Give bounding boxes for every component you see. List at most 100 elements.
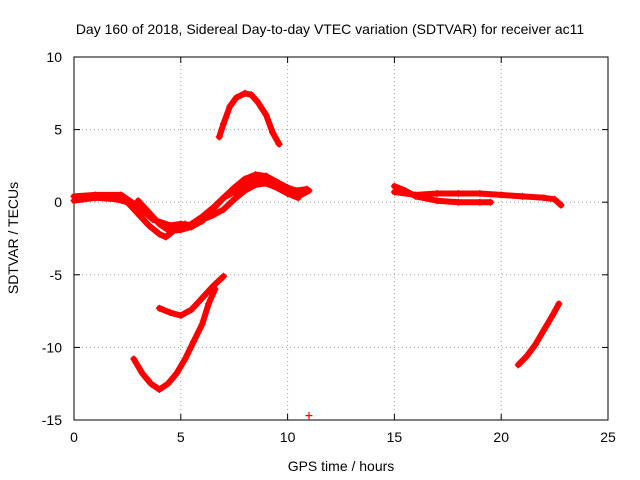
data-point bbox=[531, 340, 539, 348]
series-track-9 bbox=[390, 188, 565, 209]
data-point bbox=[519, 192, 527, 200]
y-tick-label: -10 bbox=[42, 339, 62, 355]
chart-title: Day 160 of 2018, Sidereal Day-to-day VTE… bbox=[76, 21, 585, 37]
y-tick-label: -15 bbox=[42, 412, 62, 428]
y-tick-labels: 10 5 0 -5 -10 -15 bbox=[42, 49, 62, 428]
data-point bbox=[476, 189, 484, 197]
data-point bbox=[487, 198, 495, 206]
data-point bbox=[134, 197, 142, 205]
series-point-1 bbox=[305, 412, 313, 420]
y-tick-label: -5 bbox=[50, 267, 63, 283]
data-point bbox=[275, 181, 283, 189]
data-point bbox=[220, 205, 228, 213]
data-point bbox=[284, 189, 292, 197]
data-point bbox=[220, 194, 228, 202]
data-point bbox=[540, 194, 548, 202]
data-point bbox=[155, 220, 163, 228]
data-point bbox=[155, 386, 163, 394]
series-line bbox=[391, 189, 564, 209]
data-point bbox=[211, 285, 219, 293]
series-line bbox=[130, 286, 218, 393]
data-point bbox=[166, 309, 174, 317]
data-point bbox=[305, 412, 313, 420]
x-axis-label: GPS time / hours bbox=[288, 458, 395, 474]
data-point bbox=[138, 370, 146, 378]
data-point bbox=[269, 129, 277, 137]
data-point bbox=[220, 120, 228, 128]
data-point bbox=[476, 198, 484, 206]
data-point bbox=[187, 220, 195, 228]
series-track-6 bbox=[155, 272, 228, 319]
data-point bbox=[305, 187, 313, 195]
data-point bbox=[252, 176, 260, 184]
data-point bbox=[173, 370, 181, 378]
data-point bbox=[230, 195, 238, 203]
y-tick-label: 0 bbox=[54, 194, 62, 210]
data-series bbox=[70, 89, 565, 420]
series-line bbox=[188, 174, 302, 227]
data-point bbox=[177, 226, 185, 234]
data-point bbox=[187, 306, 195, 314]
data-point bbox=[130, 355, 138, 363]
series-line bbox=[216, 90, 283, 148]
x-tick-label: 5 bbox=[177, 429, 185, 445]
data-point bbox=[514, 361, 522, 369]
data-point bbox=[497, 191, 505, 199]
data-point bbox=[412, 191, 420, 199]
data-point bbox=[198, 294, 206, 302]
series-line bbox=[515, 300, 562, 368]
data-point bbox=[241, 89, 249, 97]
data-point bbox=[433, 197, 441, 205]
data-point bbox=[548, 311, 556, 319]
data-point bbox=[230, 188, 238, 196]
data-point bbox=[181, 355, 189, 363]
data-point bbox=[557, 201, 565, 209]
data-point bbox=[262, 111, 270, 119]
data-point bbox=[241, 181, 249, 189]
plot-frame bbox=[73, 56, 609, 421]
data-point bbox=[551, 195, 559, 203]
data-point bbox=[162, 233, 170, 241]
y-tick-label: 10 bbox=[46, 49, 62, 65]
data-point bbox=[232, 94, 240, 102]
y-tick-label: 5 bbox=[54, 122, 62, 138]
x-tick-label: 15 bbox=[387, 429, 403, 445]
series-track-7 bbox=[130, 285, 219, 394]
x-tick-label: 25 bbox=[600, 429, 616, 445]
data-point bbox=[147, 380, 155, 388]
data-point bbox=[155, 230, 163, 238]
data-point bbox=[226, 102, 234, 110]
data-point bbox=[262, 174, 270, 182]
data-point bbox=[454, 198, 462, 206]
series-track-5 bbox=[215, 89, 283, 148]
data-point bbox=[145, 208, 153, 216]
data-point bbox=[390, 188, 398, 196]
grid bbox=[74, 57, 608, 420]
data-point bbox=[145, 221, 153, 229]
data-point bbox=[540, 326, 548, 334]
data-point bbox=[155, 304, 163, 312]
data-point bbox=[220, 272, 228, 280]
data-point bbox=[70, 192, 78, 200]
data-point bbox=[269, 176, 277, 184]
data-point bbox=[91, 191, 99, 199]
data-point bbox=[247, 91, 255, 99]
data-point bbox=[164, 380, 172, 388]
data-point bbox=[205, 300, 213, 308]
data-point bbox=[215, 133, 223, 141]
data-point bbox=[254, 98, 262, 106]
data-point bbox=[275, 140, 283, 148]
x-tick-label: 10 bbox=[280, 429, 296, 445]
y-axis-label: SDTVAR / TECUs bbox=[5, 182, 21, 294]
x-tick-label: 20 bbox=[493, 429, 509, 445]
data-point bbox=[177, 311, 185, 319]
data-point bbox=[198, 213, 206, 221]
data-point bbox=[198, 320, 206, 328]
data-point bbox=[134, 210, 142, 218]
data-point bbox=[555, 300, 563, 308]
axis-ticks bbox=[73, 56, 609, 421]
series-track-10 bbox=[514, 300, 563, 369]
data-point bbox=[294, 194, 302, 202]
x-tick-labels: 0 5 10 15 20 25 bbox=[70, 429, 616, 445]
